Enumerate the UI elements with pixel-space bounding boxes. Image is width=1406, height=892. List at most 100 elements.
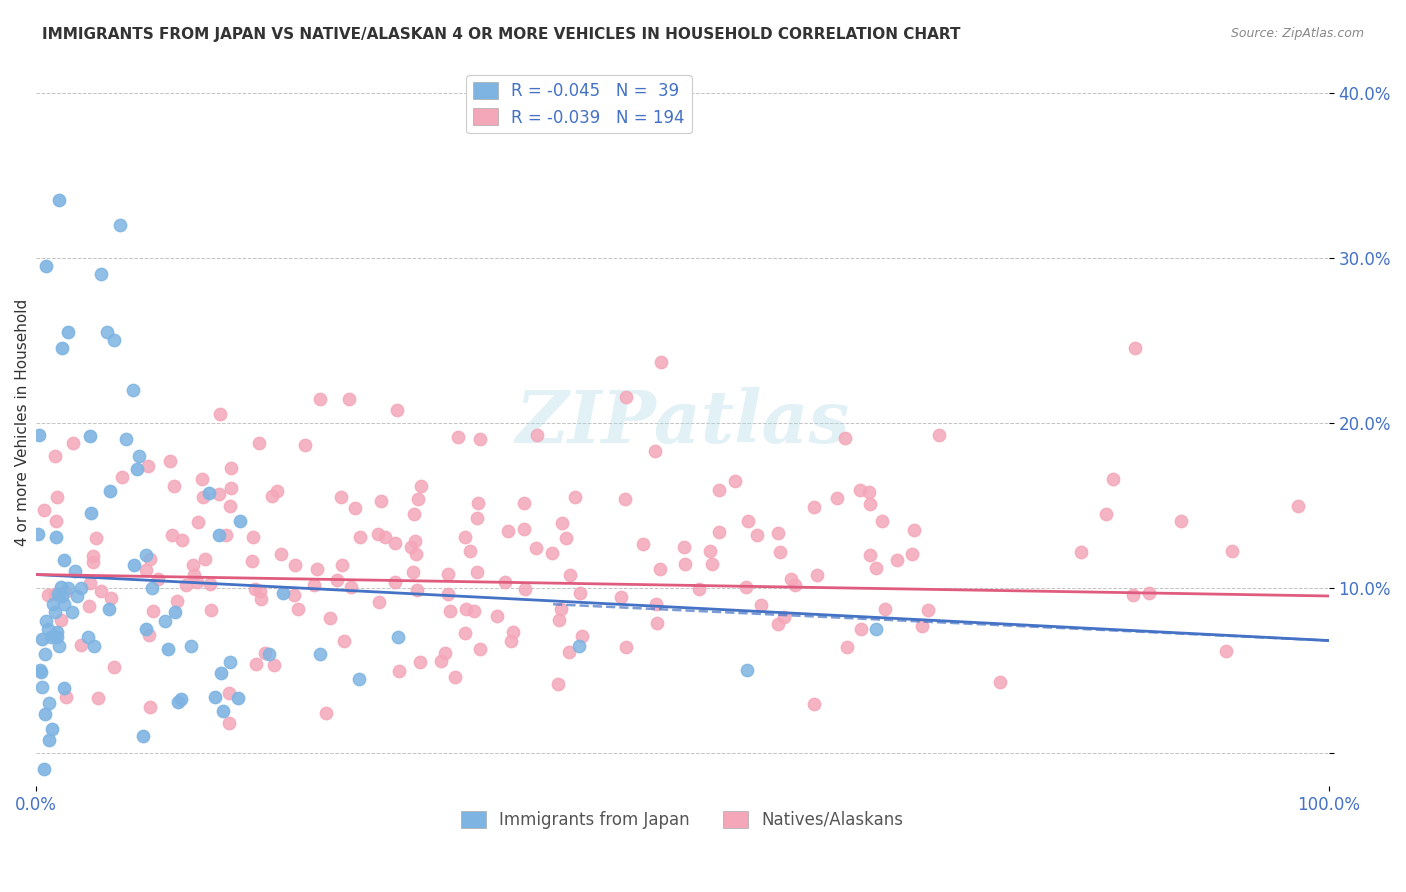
Point	[1102, 472, 1125, 486]
Point	[806, 568, 828, 582]
Point	[645, 597, 668, 611]
Point	[141, 581, 163, 595]
Point	[90, 584, 112, 599]
Point	[55, 690, 77, 704]
Point	[247, 436, 270, 450]
Point	[735, 580, 758, 594]
Point	[70, 581, 93, 595]
Point	[613, 491, 636, 506]
Point	[917, 603, 939, 617]
Point	[34, 647, 56, 661]
Point	[218, 686, 240, 700]
Point	[90, 267, 112, 281]
Point	[191, 490, 214, 504]
Point	[139, 552, 162, 566]
Point	[127, 461, 149, 475]
Point	[53, 597, 76, 611]
Point	[45, 530, 67, 544]
Point	[82, 556, 104, 570]
Point	[302, 578, 325, 592]
Point	[374, 530, 396, 544]
Point	[41, 630, 63, 644]
Point	[859, 548, 882, 562]
Point	[257, 647, 280, 661]
Point	[388, 664, 411, 678]
Point	[186, 575, 208, 590]
Point	[614, 390, 637, 404]
Point	[96, 325, 118, 339]
Point	[138, 627, 160, 641]
Point	[128, 449, 150, 463]
Point	[988, 674, 1011, 689]
Point	[215, 528, 238, 542]
Point	[1220, 543, 1243, 558]
Point	[253, 646, 276, 660]
Point	[60, 606, 83, 620]
Point	[367, 526, 389, 541]
Point	[1286, 499, 1309, 513]
Point	[384, 575, 406, 590]
Point	[69, 638, 91, 652]
Point	[766, 616, 789, 631]
Point	[48, 639, 70, 653]
Point	[849, 483, 872, 497]
Point	[98, 483, 121, 498]
Point	[142, 604, 165, 618]
Point	[434, 647, 457, 661]
Point	[702, 558, 724, 572]
Point	[404, 533, 426, 548]
Point	[1095, 508, 1118, 522]
Point	[547, 677, 569, 691]
Point	[243, 582, 266, 597]
Legend: Immigrants from Japan, Natives/Alaskans: Immigrants from Japan, Natives/Alaskans	[454, 804, 910, 836]
Point	[463, 604, 485, 618]
Point	[167, 695, 190, 709]
Point	[309, 647, 332, 661]
Point	[309, 392, 332, 407]
Point	[837, 640, 859, 654]
Point	[494, 574, 516, 589]
Point	[737, 514, 759, 528]
Point	[160, 528, 183, 542]
Point	[444, 670, 467, 684]
Point	[146, 572, 169, 586]
Point	[558, 568, 581, 582]
Point	[53, 585, 76, 599]
Point	[859, 497, 882, 511]
Point	[83, 639, 105, 653]
Point	[343, 501, 366, 516]
Point	[84, 531, 107, 545]
Point	[103, 660, 125, 674]
Point	[190, 472, 212, 486]
Point	[707, 483, 730, 498]
Point	[132, 729, 155, 743]
Point	[63, 564, 86, 578]
Point	[58, 581, 80, 595]
Point	[928, 428, 950, 442]
Point	[31, 632, 53, 647]
Point	[460, 543, 482, 558]
Point	[287, 601, 309, 615]
Point	[208, 407, 231, 421]
Point	[187, 515, 209, 529]
Point	[564, 490, 586, 504]
Point	[610, 591, 633, 605]
Point	[45, 514, 67, 528]
Point	[865, 622, 887, 636]
Point	[135, 622, 157, 636]
Point	[513, 522, 536, 536]
Point	[44, 587, 66, 601]
Point	[865, 561, 887, 575]
Point	[111, 469, 134, 483]
Text: Source: ZipAtlas.com: Source: ZipAtlas.com	[1230, 27, 1364, 40]
Point	[194, 551, 217, 566]
Point	[170, 533, 193, 547]
Point	[28, 428, 51, 442]
Point	[228, 514, 250, 528]
Point	[319, 611, 342, 625]
Point	[825, 491, 848, 506]
Point	[219, 481, 242, 495]
Point	[631, 536, 654, 550]
Point	[614, 640, 637, 654]
Point	[735, 663, 758, 677]
